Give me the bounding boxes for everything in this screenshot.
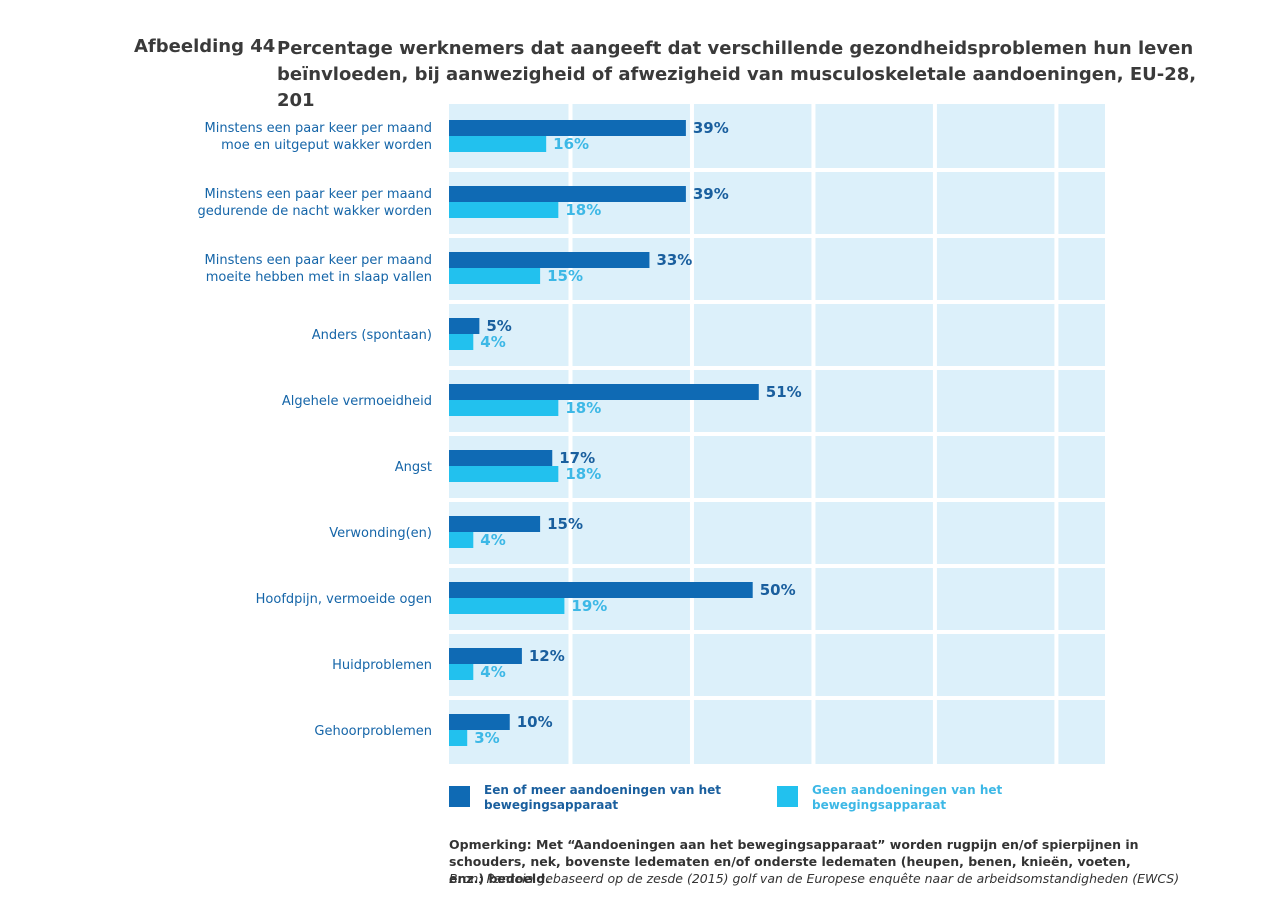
category-label: Verwonding(en) bbox=[329, 525, 432, 541]
bar-series1 bbox=[449, 384, 759, 400]
chart-source: Bron: Panteia gebaseerd op de zesde (201… bbox=[449, 871, 1180, 886]
chart-title: Percentage werknemers dat aangeeft dat v… bbox=[277, 38, 1197, 111]
legend-item-series1: Een of meer aandoeningen van het bewegin… bbox=[449, 783, 724, 813]
bar-series1 bbox=[449, 516, 541, 532]
bar-series1 bbox=[449, 252, 650, 268]
bar-series2 bbox=[449, 598, 565, 614]
legend-label-series1: Een of meer aandoeningen van het bewegin… bbox=[484, 783, 721, 812]
bar-series2 bbox=[449, 334, 474, 350]
bar-series1 bbox=[449, 582, 753, 598]
bar-series2 bbox=[449, 136, 547, 152]
legend-swatch-series2 bbox=[777, 786, 798, 807]
data-label-series1: 5% bbox=[486, 317, 512, 335]
data-label-series1: 17% bbox=[559, 449, 596, 467]
data-label-series2: 16% bbox=[553, 135, 590, 153]
category-label: Huidproblemen bbox=[332, 657, 432, 673]
category-label: Angst bbox=[394, 459, 432, 475]
legend-swatch-series1 bbox=[449, 786, 470, 807]
data-label-series1: 12% bbox=[528, 647, 565, 665]
bar-series1 bbox=[449, 318, 480, 334]
bar-series1 bbox=[449, 450, 553, 466]
bar-series2 bbox=[449, 664, 474, 680]
data-label-series2: 4% bbox=[480, 333, 506, 351]
data-label-series2: 18% bbox=[565, 465, 602, 483]
data-label-series2: 15% bbox=[547, 267, 584, 285]
data-label-series2: 18% bbox=[565, 399, 602, 417]
data-label-series1: 39% bbox=[692, 185, 729, 203]
data-label-series1: 50% bbox=[759, 581, 796, 599]
data-label-series1: 15% bbox=[547, 515, 584, 533]
data-label-series1: 51% bbox=[765, 383, 802, 401]
legend-label-series2: Geen aandoeningen van het bewegingsappar… bbox=[812, 783, 1003, 812]
bar-series2 bbox=[449, 466, 559, 482]
data-label-series1: 33% bbox=[656, 251, 693, 269]
category-label: Hoofdpijn, vermoeide ogen bbox=[255, 591, 432, 607]
data-label-series2: 18% bbox=[565, 201, 602, 219]
bar-series2 bbox=[449, 730, 468, 746]
category-label: Anders (spontaan) bbox=[311, 327, 432, 343]
data-label-series2: 3% bbox=[474, 729, 500, 747]
bar-series2 bbox=[449, 532, 474, 548]
category-label: Gehoorproblemen bbox=[314, 723, 432, 739]
data-label-series2: 19% bbox=[571, 597, 608, 615]
data-label-series1: 39% bbox=[692, 119, 729, 137]
bar-series1 bbox=[449, 120, 686, 136]
category-label: Algehele vermoeidheid bbox=[281, 393, 432, 409]
chart-note: Opmerking: Met “Aandoeningen aan het bew… bbox=[449, 837, 1139, 886]
data-label-series1: 10% bbox=[516, 713, 553, 731]
category-label: Minstens een paar keer per maand geduren… bbox=[197, 187, 432, 219]
bar-series1 bbox=[449, 648, 522, 664]
legend-item-series2: Geen aandoeningen van het bewegingsappar… bbox=[777, 783, 1052, 813]
category-label: Minstens een paar keer per maand moeite … bbox=[204, 253, 432, 285]
data-label-series2: 4% bbox=[480, 531, 506, 549]
bar-series2 bbox=[449, 202, 559, 218]
bar-series1 bbox=[449, 186, 686, 202]
data-label-series2: 4% bbox=[480, 663, 506, 681]
bar-series1 bbox=[449, 714, 510, 730]
bar-series2 bbox=[449, 268, 541, 284]
figure-label: Afbeelding 44 bbox=[134, 36, 276, 57]
bar-series2 bbox=[449, 400, 559, 416]
category-label: Minstens een paar keer per maand moe en … bbox=[204, 121, 432, 153]
